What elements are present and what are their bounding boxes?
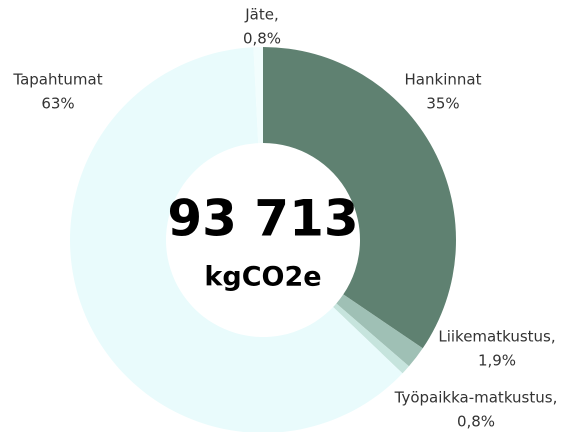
slice [70,47,403,432]
slice-value-label: 0,8% [243,30,281,48]
slice [333,303,409,374]
slice-label: Tapahtumat [12,71,102,89]
slice-label: Työpaikka-matkustus, [394,389,558,407]
slice-label: Hankinnat [405,71,482,89]
slice [253,47,263,144]
slice-value-label: 1,9% [478,352,516,370]
slice-value-label: 63% [41,95,74,113]
slice-value-label: 0,8% [457,413,495,431]
donut [70,47,456,432]
center-unit: kgCO2e [204,262,321,293]
slice-label: Liikematkustus, [438,328,555,346]
center-value: 93 713 [167,190,358,248]
slice [336,294,423,367]
slice-label: Jäte, [244,6,279,24]
slice [263,47,456,349]
slice-value-label: 35% [426,95,459,113]
